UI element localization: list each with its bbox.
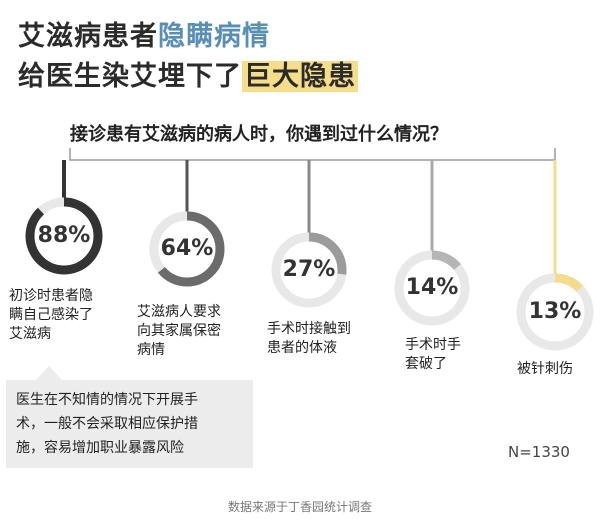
donut-category-label: 艾滋病人要求 向其家属保密 病情 bbox=[137, 304, 221, 358]
headline-line-2-dark: 给医生染艾埋下了 bbox=[18, 61, 242, 92]
donut-value-label: 14% bbox=[405, 275, 459, 300]
donut-rings bbox=[25, 160, 594, 351]
donut-value-label: 13% bbox=[528, 299, 582, 324]
donut-arc bbox=[271, 232, 347, 308]
note-box bbox=[6, 380, 253, 468]
donut-arc bbox=[516, 273, 594, 351]
chart-title: 接诊患有艾滋病的病人时，你遇到过什么情况？ bbox=[70, 124, 448, 145]
donut-value-label: 88% bbox=[37, 223, 91, 248]
note-pointer bbox=[36, 366, 62, 380]
donut-arc bbox=[25, 197, 103, 275]
question-bracket bbox=[69, 148, 556, 161]
donut-category-label: 手术时接触到 患者的体液 bbox=[267, 321, 351, 356]
bracket-line bbox=[69, 148, 556, 161]
source-caption: 数据来源于丁香园统计调查 bbox=[227, 500, 372, 514]
headline-line-2-highlight: 巨大隐患 bbox=[242, 61, 358, 92]
donut-category-label: 初诊时患者隐 瞒自己感染了 艾滋病 bbox=[9, 288, 93, 342]
donut-arc bbox=[149, 211, 225, 287]
donut-value-label: 27% bbox=[282, 257, 336, 282]
note-text: 医生在不知情的情况下开展手 术，一般不会采取相应保护措 施，容易增加职业暴露风险 bbox=[16, 392, 198, 456]
headline-line-1-blue: 隐瞒病情 bbox=[158, 21, 270, 52]
headline-line-2: 给医生染艾埋下了巨大隐患 bbox=[18, 54, 358, 93]
sample-size: N=1330 bbox=[508, 443, 570, 461]
donut-value-label: 64% bbox=[160, 236, 214, 261]
donut-category-label: 手术时手 套破了 bbox=[405, 337, 461, 372]
headline-line-1-dark: 艾滋病患者 bbox=[18, 21, 158, 52]
headline-line-1: 艾滋病患者隐瞒病情 bbox=[18, 14, 270, 53]
donut-arc bbox=[394, 250, 470, 326]
donut-category-label: 被针刺伤 bbox=[517, 361, 573, 377]
